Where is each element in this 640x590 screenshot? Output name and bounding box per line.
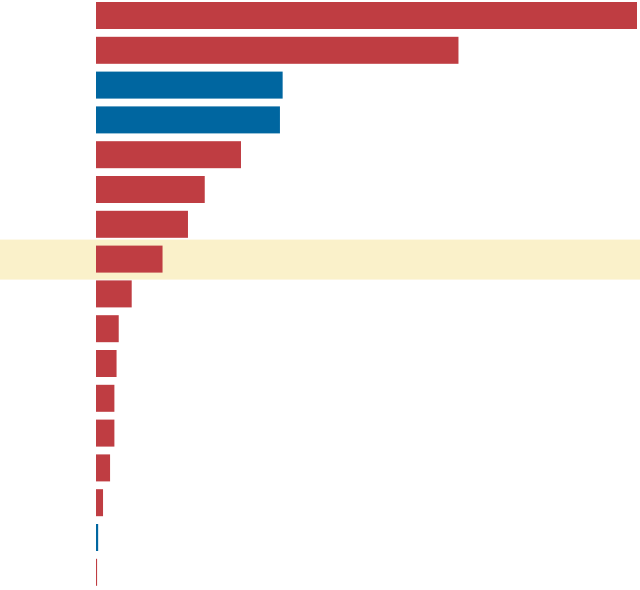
- bar-11: [96, 350, 117, 377]
- bar-5: [96, 141, 241, 169]
- bar-17: [96, 558, 98, 586]
- bar-14: [96, 454, 111, 482]
- bar-16: [96, 524, 99, 551]
- bar-9: [96, 280, 132, 308]
- bar-3: [96, 71, 283, 99]
- bar-6: [96, 176, 205, 203]
- bar-7: [96, 210, 188, 238]
- bar-15: [96, 489, 104, 517]
- bar-10: [96, 315, 119, 343]
- bar-1: [96, 2, 637, 29]
- bar-4: [96, 106, 280, 134]
- bars: [96, 2, 637, 586]
- bar-13: [96, 419, 115, 447]
- bar-12: [96, 384, 115, 412]
- bar-8: [96, 245, 163, 273]
- bar-2: [96, 36, 459, 64]
